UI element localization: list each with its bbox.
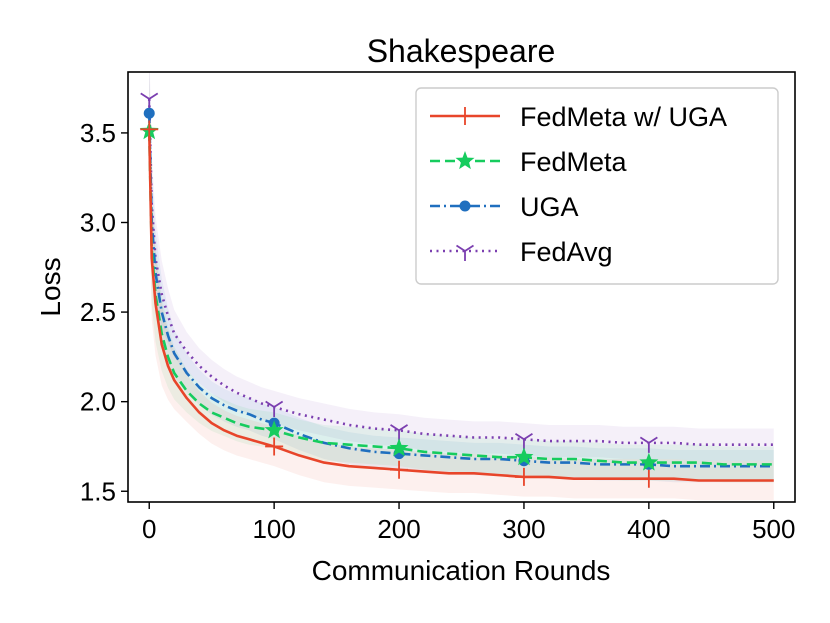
y-tick-label-2: 2.0 [80,387,116,417]
legend-label-fedavg: FedAvg [520,237,613,267]
legend: FedMeta w/ UGA FedMeta UGA FedAvg [415,87,779,285]
marker-fedmeta-300 [514,447,534,466]
legend-marker-fedavg [456,244,474,261]
y-axis-label: Loss [35,257,66,316]
marker-fedavg-100 [265,400,284,418]
legend-marker-fedmeta-w-uga [456,107,474,125]
marker-fedmeta-w-uga-200 [390,460,409,479]
marker-fedmeta-w-uga-0 [140,120,159,139]
line-fedmeta-w-uga [147,129,774,482]
legend-marker-fedmeta [455,151,475,170]
legend-box [415,87,779,285]
y-tick-label-2-5: 2.5 [80,297,116,327]
y-tick-label-3: 3.0 [80,208,116,238]
x-axis-ticks: 0 100 200 300 400 500 [142,502,795,544]
marker-fedmeta-100 [264,420,284,439]
marker-fedmeta-400 [639,452,659,471]
marker-fedmeta-w-uga-100 [265,437,284,456]
line-fedavg [147,98,774,446]
marker-fedmeta-w-uga-400 [639,469,658,488]
legend-marker-uga [459,200,471,212]
x-tick-label-300: 300 [502,514,545,544]
x-tick-label-200: 200 [377,514,420,544]
legend-label-fedmeta: FedMeta [520,147,628,177]
legend-label-fedmeta-w-uga: FedMeta w/ UGA [520,102,727,132]
series-lines [147,98,774,482]
series-markers [139,92,659,488]
y-tick-label-3-5: 3.5 [80,118,116,148]
legend-label-uga: UGA [520,192,579,222]
x-tick-label-0: 0 [142,514,156,544]
marker-fedmeta-w-uga-300 [514,467,533,486]
y-axis-ticks: 1.5 2.0 2.5 3.0 3.5 [80,118,128,506]
line-uga [147,113,774,468]
x-tick-label-100: 100 [252,514,295,544]
x-tick-label-500: 500 [752,514,795,544]
marker-fedavg-400 [639,436,658,453]
marker-uga-0 [143,107,155,119]
x-tick-label-400: 400 [627,514,670,544]
marker-fedmeta-200 [389,438,409,457]
chart-title: Shakespeare [367,33,556,69]
line-fedmeta [147,131,774,466]
y-tick-label-1-5: 1.5 [80,476,116,506]
marker-fedavg-0 [140,92,159,109]
plot-frame [127,71,796,503]
x-axis-label: Communication Rounds [312,555,611,586]
